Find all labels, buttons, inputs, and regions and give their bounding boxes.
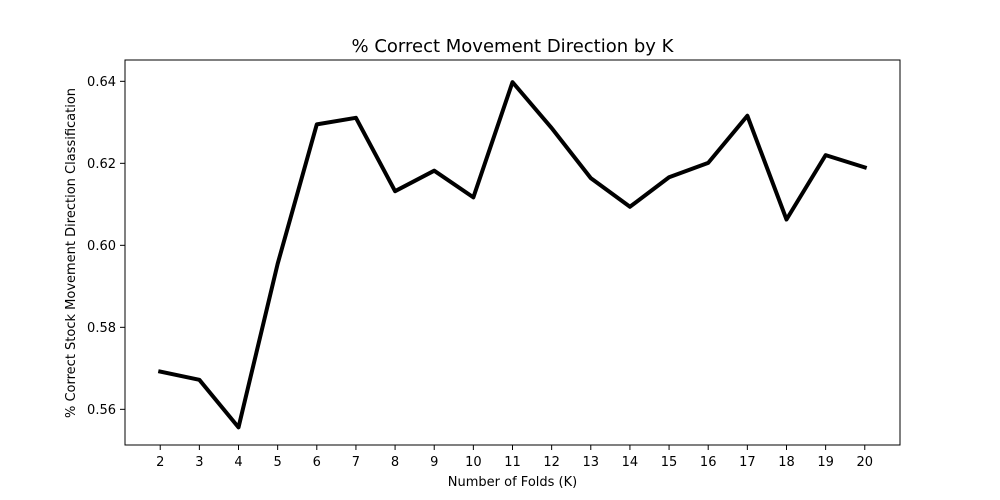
x-tick-label: 5 [274, 455, 282, 470]
x-tick-label: 10 [465, 455, 482, 470]
y-tick-label: 0.58 [87, 321, 116, 336]
x-tick-label: 19 [817, 455, 834, 470]
x-tick-label: 6 [313, 455, 321, 470]
y-axis-label: % Correct Stock Movement Direction Class… [64, 88, 79, 418]
x-tick-label: 12 [543, 455, 560, 470]
x-tick-label: 13 [583, 455, 600, 470]
y-tick-label: 0.56 [87, 403, 116, 418]
x-axis-label: Number of Folds (K) [448, 475, 577, 490]
axes-frame [124, 59, 901, 446]
y-tick-label: 0.64 [87, 75, 116, 90]
x-tick-label: 18 [778, 455, 795, 470]
chart-title: % Correct Movement Direction by K [352, 36, 675, 57]
x-tick-label: 3 [195, 455, 203, 470]
x-tick-label: 9 [430, 455, 438, 470]
x-tick-label: 16 [700, 455, 717, 470]
plot-area: 2 3 4 5 6 7 8 9 10 11 12 13 14 15 16 17 18 19 20 0.56 0.58 0.… [87, 59, 901, 470]
x-tick-label: 2 [156, 455, 164, 470]
y-tick-label: 0.62 [87, 157, 116, 172]
x-tick-label: 17 [739, 455, 756, 470]
x-tick-label: 11 [504, 455, 521, 470]
x-tick-label: 15 [661, 455, 678, 470]
x-tick-label: 14 [622, 455, 639, 470]
x-tick-label: 7 [352, 455, 360, 470]
x-tick-label: 8 [391, 455, 399, 470]
x-tick-label: 20 [856, 455, 873, 470]
y-tick-label: 0.60 [87, 239, 116, 254]
series-line [157, 80, 868, 430]
x-tick-label: 4 [234, 455, 242, 470]
